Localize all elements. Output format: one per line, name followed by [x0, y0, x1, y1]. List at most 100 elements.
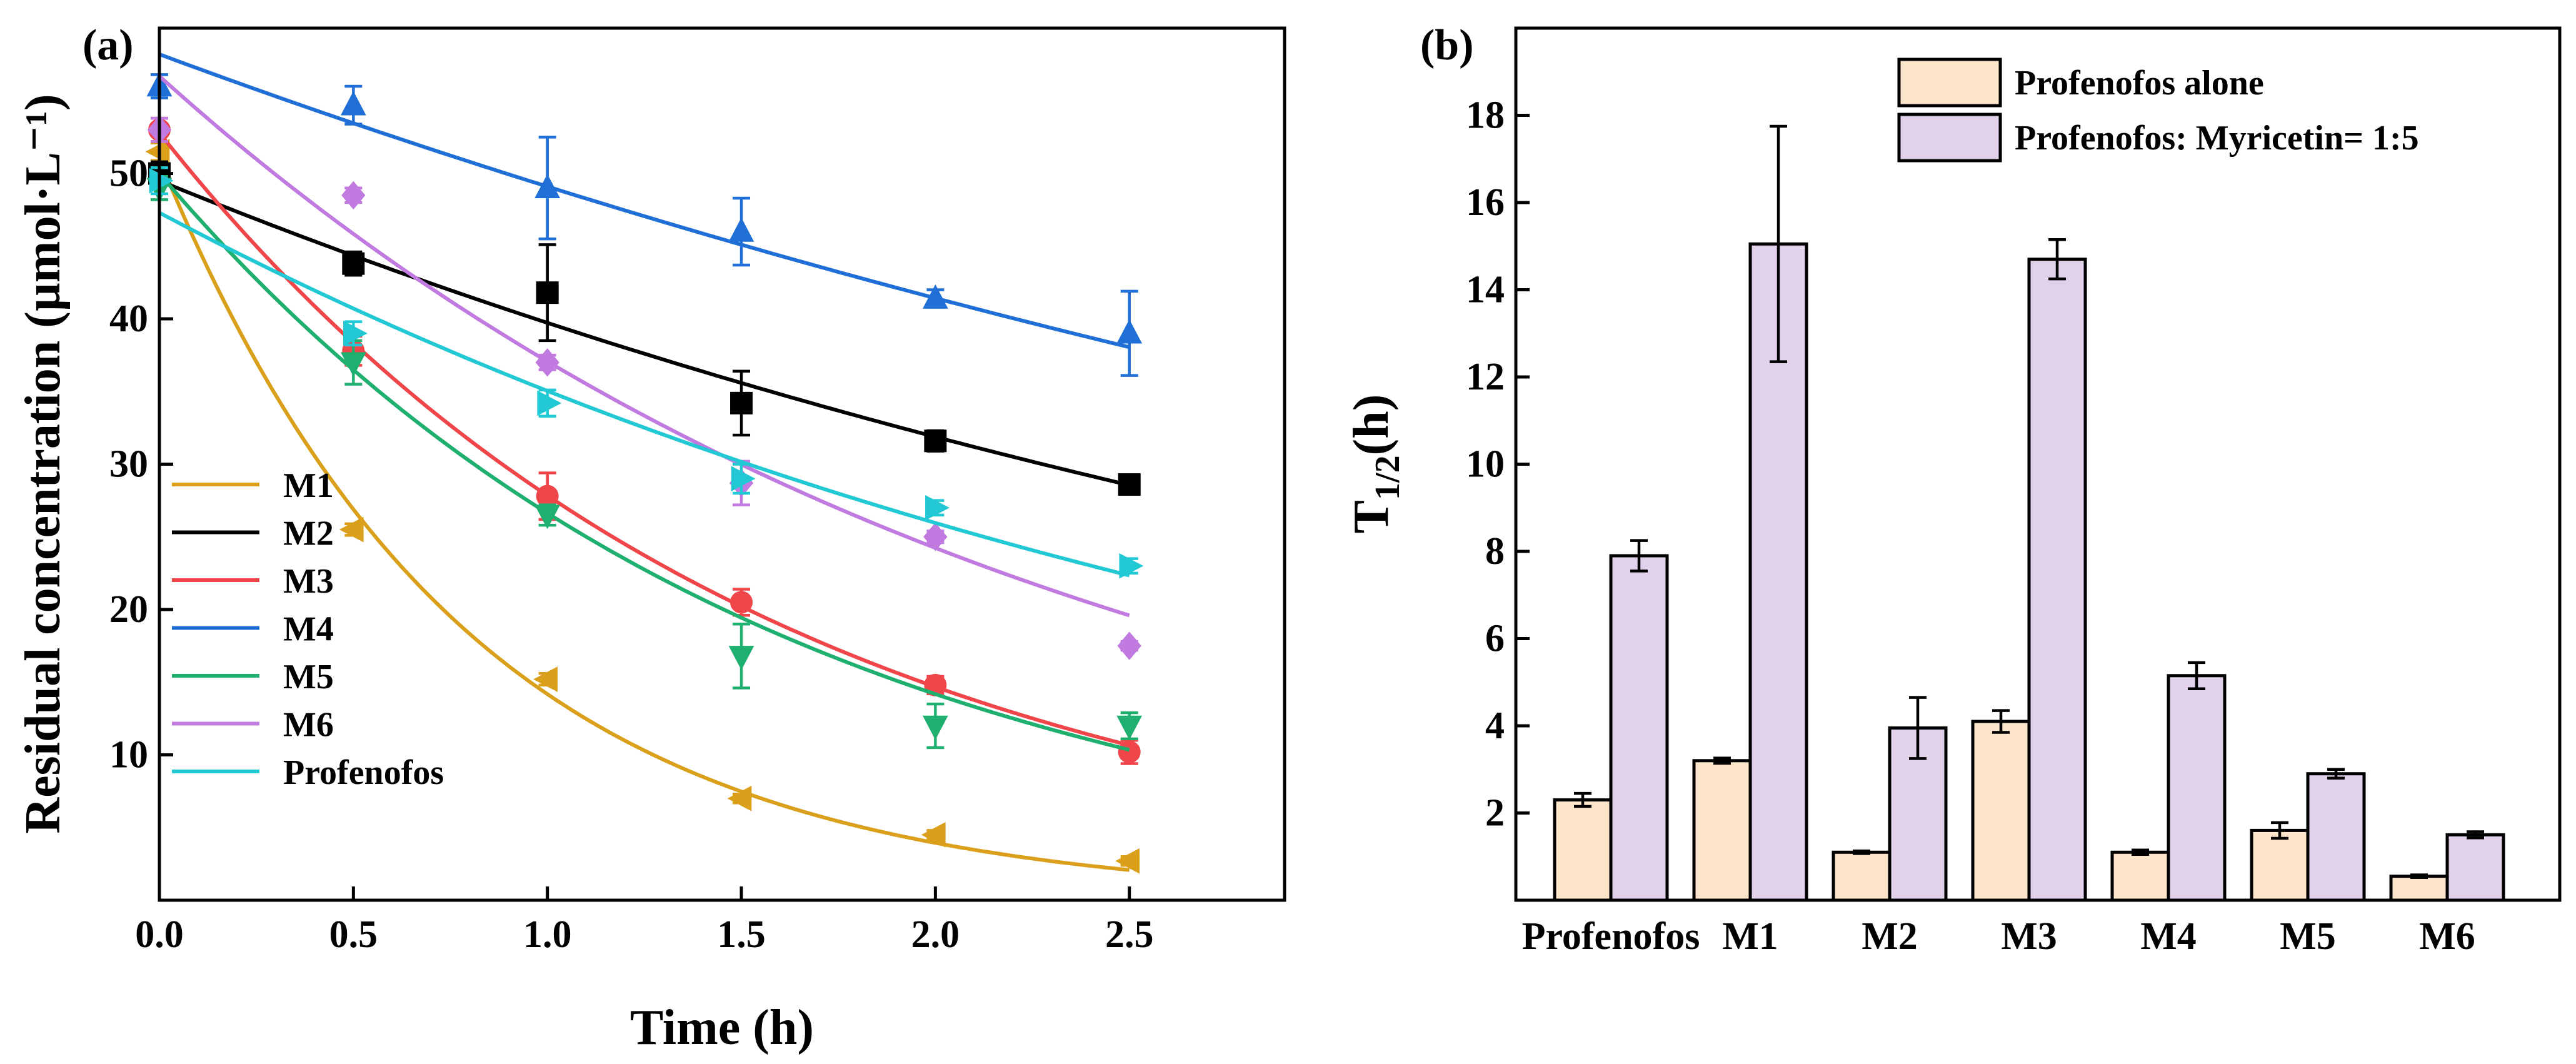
bar	[2167, 674, 2227, 902]
x-tick-label: M1	[1722, 915, 1778, 958]
data-point	[534, 504, 561, 529]
x-tick-label: 2.5	[1105, 913, 1154, 956]
fit-line	[158, 211, 1130, 578]
data-point	[534, 174, 561, 199]
data-point	[341, 181, 366, 210]
data-point	[339, 516, 364, 543]
legend-item-2: Profenofos: Myricetin= 1:5	[1897, 113, 2419, 163]
error-bar	[1992, 709, 2010, 734]
bar	[1832, 850, 1892, 902]
legend-label: Profenofos: Myricetin= 1:5	[2015, 119, 2419, 158]
bar-group-m4	[2110, 661, 2227, 902]
legend-label: M2	[283, 514, 334, 553]
x-tick-label: 0.5	[329, 913, 378, 956]
x-tick-label: M3	[2001, 915, 2057, 958]
bar	[1692, 759, 1752, 902]
bar-group-m6	[2389, 830, 2505, 902]
fit-line	[158, 52, 1130, 349]
x-tick-label: 2.0	[911, 913, 960, 956]
y-tick-label: 12	[1466, 356, 1505, 398]
panel-a-y-ticks: 10 20 30 40 50	[109, 153, 173, 776]
bar-group-m2	[1832, 696, 1948, 902]
y-tick-label: 6	[1485, 618, 1505, 660]
y-tick-label: 40	[109, 298, 148, 340]
bar	[1609, 554, 1669, 902]
fit-line	[158, 172, 1130, 752]
bar	[2250, 828, 2310, 902]
y-tick-label: 16	[1466, 181, 1505, 224]
y-tick-label: 20	[109, 588, 148, 631]
legend-label: M3	[283, 562, 334, 601]
legend-item-m2: M2	[172, 514, 334, 553]
x-tick-label: 0.0	[135, 913, 184, 956]
data-point	[921, 822, 946, 848]
legend-item-profenofos: Profenofos	[172, 753, 444, 792]
x-tick-label: 1.0	[523, 913, 572, 956]
panel-a-line-chart: (a) 0.0 0.5 1.0 1.5 2.0 2.5 10 20 30 40 50 Time (…	[16, 21, 1286, 1055]
legend-item-m5: M5	[172, 658, 334, 696]
error-bar	[1713, 756, 1731, 765]
bar	[2110, 850, 2170, 902]
panel-b-y-axis-title: T1/2(h)	[1344, 394, 1407, 534]
panel-b-y-ticks: 2 4 6 8 10 12 14 16 18	[1466, 94, 1530, 835]
error-bar	[1909, 696, 1927, 760]
y-title-sub: 1/2	[1368, 455, 1407, 500]
panel-a-x-ticks: 0.0 0.5 1.0 1.5 2.0 2.5	[135, 886, 1153, 956]
bar	[1971, 720, 2031, 902]
error-bar	[2271, 821, 2288, 840]
error-bar	[1574, 791, 1591, 808]
legend-label: Profenofos alone	[2015, 64, 2264, 103]
panel-a-plot-area	[145, 52, 1144, 874]
y-tick-label: 14	[1466, 269, 1505, 311]
x-tick-label: M4	[2140, 915, 2197, 958]
panel-b-legend: Profenofos alone Profenofos: Myricetin= 1…	[1897, 58, 2419, 163]
legend-item-m6: M6	[172, 706, 334, 745]
y-tick-label: 10	[109, 734, 148, 776]
panel-b-plot-area	[1553, 124, 2505, 902]
data-point	[731, 466, 756, 492]
data-point	[1115, 848, 1140, 874]
bar	[2027, 258, 2087, 902]
data-point	[923, 715, 948, 740]
x-tick-label: Profenofos	[1522, 915, 1700, 958]
x-tick-label: 1.5	[717, 913, 766, 956]
series-m5	[146, 172, 1143, 752]
data-point	[343, 320, 368, 346]
data-point	[342, 252, 365, 275]
bar-group-m3	[1971, 238, 2087, 902]
error-bar	[2410, 873, 2428, 879]
data-point	[145, 139, 170, 164]
data-point	[1116, 319, 1143, 344]
legend-item-m1: M1	[172, 466, 334, 505]
y-tick-label: 4	[1485, 705, 1505, 747]
legend-label: Profenofos	[283, 753, 444, 792]
legend-item-1: Profenofos alone	[1897, 58, 2264, 108]
error-bar	[2048, 238, 2066, 281]
fit-line	[158, 158, 1130, 872]
bar-group-m5	[2250, 768, 2366, 902]
panel-b-label: (b)	[1420, 21, 1474, 69]
error-bar	[2327, 768, 2345, 780]
data-point	[728, 217, 754, 242]
data-point	[730, 591, 753, 614]
x-tick-label: M2	[1862, 915, 1918, 958]
error-bar	[1770, 124, 1787, 363]
error-bar	[2467, 830, 2484, 840]
data-point	[923, 522, 948, 551]
bar	[2389, 875, 2449, 902]
fit-line	[158, 179, 1130, 487]
panel-a-label: (a)	[83, 21, 134, 69]
data-point	[730, 391, 753, 414]
legend-label: M5	[283, 658, 334, 696]
series-m1	[145, 139, 1140, 874]
panel-a-x-axis-title: Time (h)	[630, 1000, 814, 1055]
data-point	[340, 352, 366, 377]
y-tick-label: 8	[1485, 530, 1505, 573]
data-point	[923, 284, 948, 309]
error-bar	[1853, 849, 1870, 855]
y-title-suffix: (h)	[1344, 394, 1399, 456]
y-tick-label: 18	[1466, 94, 1505, 137]
legend-label: M1	[283, 466, 334, 505]
y-tick-label: 2	[1485, 792, 1505, 835]
